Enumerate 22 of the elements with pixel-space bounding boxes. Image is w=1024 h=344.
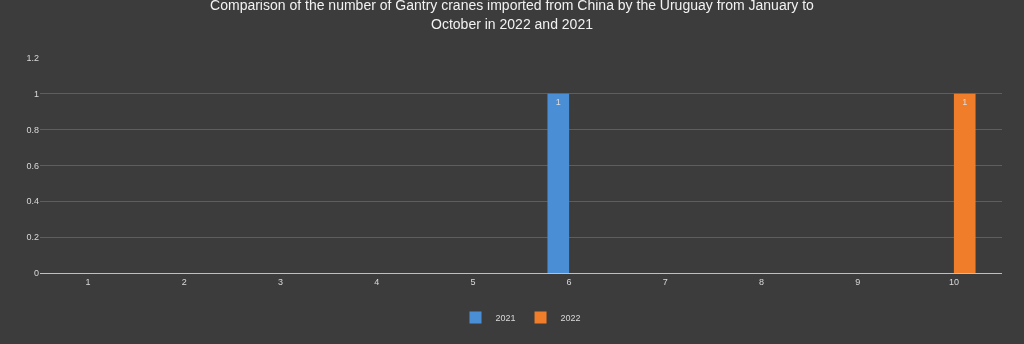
x-tick-label: 6 [566, 276, 572, 287]
x-tick-label: 9 [855, 276, 861, 287]
y-tick-label: 0.2 [26, 232, 39, 243]
x-tick-label: 3 [277, 276, 284, 287]
x-tick-label: 10 [948, 276, 959, 287]
x-tick-label: 8 [758, 276, 765, 287]
y-tick-label: 1 [33, 88, 39, 99]
legend-label: 2021 [495, 313, 516, 324]
y-tick-label: 0.8 [26, 124, 39, 135]
x-tick-label: 5 [470, 276, 476, 287]
y-tick-label: 0.4 [26, 196, 39, 207]
data-label: 1 [555, 96, 561, 107]
chart-title: Comparison of the number of Gantry cranes imported from China by the Uruguay from January to October in 2022 and 2021 [210, 0, 815, 32]
y-tick-label: 0.6 [26, 160, 39, 171]
x-tick-label: 7 [662, 276, 668, 287]
legend-label: 2022 [560, 313, 581, 324]
y-tick-label: 1.2 [26, 53, 39, 64]
x-tick-label: 1 [85, 276, 91, 287]
data-label: 1 [962, 96, 968, 107]
x-tick-label: 2 [181, 276, 187, 287]
y-tick-label: 0 [33, 268, 39, 279]
x-tick-label: 4 [374, 276, 380, 287]
